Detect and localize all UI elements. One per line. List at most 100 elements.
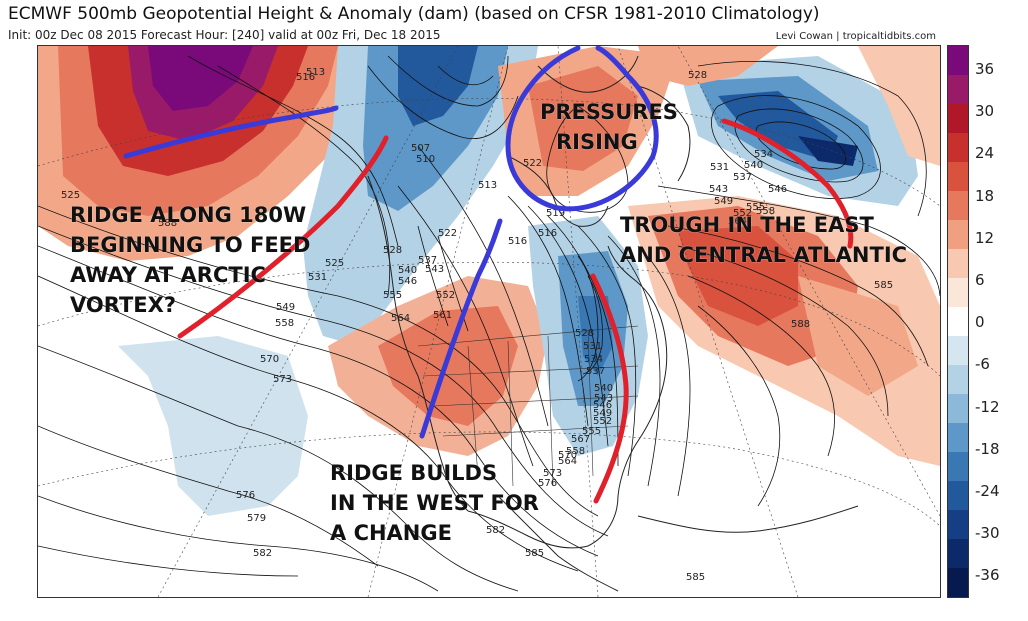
contour-label: 564	[558, 456, 577, 467]
contour-label: 546	[593, 400, 612, 411]
contour-label: 534	[584, 354, 603, 365]
colorbar-tick-label: -18	[975, 439, 1000, 458]
colorbar-tick-label: 6	[975, 271, 985, 289]
annotation-line: A CHANGE	[330, 521, 452, 545]
contour-label: 543	[425, 264, 444, 275]
annotation-line: IN THE WEST FOR	[330, 491, 539, 515]
colorbar-segment	[948, 162, 968, 191]
contour-label: 570	[558, 450, 577, 461]
contour-label: 507	[411, 143, 430, 154]
contour-label: 552	[593, 416, 612, 427]
colorbar-segment	[948, 46, 968, 75]
blue-ridge-stroke-west	[419, 218, 503, 439]
colorbar-segment	[948, 452, 968, 481]
contour-label: 528	[688, 70, 707, 81]
contour-label: 585	[874, 280, 893, 291]
contour-label: 525	[325, 258, 344, 269]
annotation-ridge-180w: RIDGE ALONG 180W BEGINNING TO FEED AWAY …	[70, 200, 310, 320]
contour-label: 573	[543, 468, 562, 479]
colorbar-tick-label: -30	[975, 524, 1000, 543]
contour-label: 516	[508, 236, 527, 247]
colorbar-tick-label: 18	[975, 186, 995, 205]
contour-label: 525	[61, 190, 80, 201]
colorbar-tick-label: 36	[975, 60, 995, 78]
contour-label: 513	[478, 180, 497, 191]
height-contours	[38, 55, 940, 592]
contour-label: 540	[398, 265, 417, 276]
contour-label: 555	[746, 202, 765, 213]
coastlines	[367, 55, 859, 592]
annotation-ridge-west: RIDGE BUILDS IN THE WEST FOR A CHANGE	[330, 458, 539, 548]
contour-label: 558	[756, 206, 775, 217]
annotation-line: RIDGE BUILDS	[330, 461, 498, 485]
contour-label: 528	[383, 245, 402, 256]
contour-label: 558	[566, 446, 585, 457]
contour-label: 546	[398, 276, 417, 287]
anomaly-colorbar	[947, 45, 969, 598]
contour-label: 558	[275, 318, 294, 329]
contour-label: 519	[546, 208, 565, 219]
colorbar-segment	[948, 191, 968, 220]
anomaly-map: 513 516 507 510 513 522 516 516 519 522 …	[38, 46, 940, 597]
contour-label: 516	[538, 228, 557, 239]
contour-label: 549	[714, 196, 733, 207]
contour-label: 585	[525, 548, 544, 559]
annotation-line: BEGINNING TO FEED	[70, 233, 311, 257]
contour-label: 540	[744, 160, 763, 171]
annotation-line: PRESSURES	[540, 100, 678, 124]
contour-label: 531	[583, 341, 602, 352]
colorbar-segment	[948, 365, 968, 394]
contour-label: 540	[594, 383, 613, 394]
contour-label: 537	[733, 172, 752, 183]
colorbar-tick-label: 30	[975, 102, 995, 121]
colorbar-tick-label: -36	[975, 566, 1000, 585]
contour-label: 588	[791, 319, 810, 330]
contour-label: 564	[728, 216, 747, 227]
red-trough-stroke-east	[590, 273, 629, 504]
annotation-line: TROUGH IN THE EAST	[620, 213, 874, 237]
colorbar-tick-label: 24	[975, 144, 995, 163]
contour-label: 537	[586, 366, 605, 377]
colorbar-segment	[948, 539, 968, 568]
red-trough-stroke-atlantic	[721, 118, 854, 249]
contour-label: 555	[582, 426, 601, 437]
colorbar-segment	[948, 336, 968, 365]
contour-label: 555	[383, 290, 402, 301]
contour-label: 528	[575, 328, 594, 339]
colorbar-segment	[948, 220, 968, 249]
map-credit: Levi Cowan | tropicaltidbits.com	[775, 31, 936, 42]
contour-label: 549	[276, 302, 295, 313]
graticule	[38, 46, 940, 597]
contour-label: 522	[523, 158, 542, 169]
colorbar-segment	[948, 423, 968, 452]
annotation-trough-east: TROUGH IN THE EAST AND CENTRAL ATLANTIC	[620, 210, 907, 270]
contour-label: 579	[247, 513, 266, 524]
contour-label: 576	[538, 478, 557, 489]
contour-label: 543	[709, 184, 728, 195]
contour-label: 531	[308, 272, 327, 283]
annotation-line: RISING	[556, 130, 638, 154]
colorbar-segment	[948, 104, 968, 133]
contour-label: 567	[571, 434, 590, 445]
colorbar-segment	[948, 568, 968, 597]
contour-label: 549	[593, 408, 612, 419]
colorbar-tick-label: -24	[975, 482, 1000, 500]
colorbar-segment	[948, 510, 968, 539]
contour-label: 564	[391, 313, 410, 324]
contour-label: 573	[273, 374, 292, 385]
contour-label-group: 513 516 507 510 513 522 516 516 519 522 …	[61, 67, 893, 583]
contour-label: 531	[710, 162, 729, 173]
annotation-line: VORTEX?	[70, 293, 177, 317]
colorbar-segment	[948, 481, 968, 510]
colorbar-segment	[948, 249, 968, 278]
contour-label: 582	[253, 548, 272, 559]
contour-label: 516	[296, 72, 315, 83]
annotation-line: RIDGE ALONG 180W	[70, 203, 307, 227]
contour-label: 537	[418, 255, 437, 266]
colorbar-segment	[948, 307, 968, 336]
contour-label: 522	[438, 228, 457, 239]
contour-label: 534	[754, 149, 773, 160]
red-ridge-stroke-180w	[177, 135, 389, 339]
colorbar-tick-label: 12	[975, 228, 995, 247]
contour-label: 552	[733, 208, 752, 219]
